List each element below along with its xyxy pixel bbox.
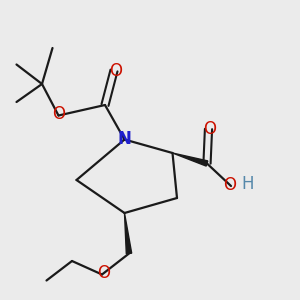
Text: N: N — [118, 130, 131, 148]
Text: O: O — [97, 264, 110, 282]
Text: O: O — [52, 105, 65, 123]
Text: H: H — [241, 175, 254, 193]
Text: O: O — [109, 61, 122, 80]
Polygon shape — [172, 153, 208, 166]
Text: O: O — [203, 120, 217, 138]
Text: O: O — [223, 176, 236, 194]
Polygon shape — [124, 213, 132, 254]
